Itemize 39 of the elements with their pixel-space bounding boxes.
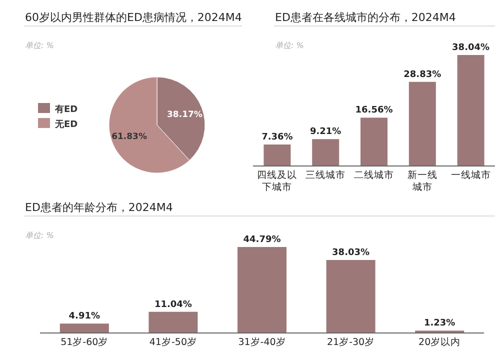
bar	[60, 324, 109, 333]
bar	[264, 144, 291, 166]
data-label: 38.17%	[167, 110, 203, 120]
data-label: 16.56%	[355, 106, 393, 116]
x-tick-label: 20岁以内	[418, 336, 461, 348]
data-label: 38.04%	[452, 43, 490, 53]
data-label: 9.21%	[310, 127, 342, 138]
x-tick-label: 31岁-40岁	[238, 336, 286, 348]
chart-title: ED患者的年龄分布，2024M4	[25, 201, 173, 214]
bar	[408, 82, 436, 166]
data-label: 61.83%	[112, 132, 148, 142]
text: 单位: %	[275, 41, 304, 50]
chart-title: 60岁以内男性群体的ED患病情况，2024M4	[25, 11, 242, 24]
bar	[312, 139, 340, 166]
x-tick-label: 21岁-30岁	[326, 336, 375, 348]
x-tick-label: 二线城市	[354, 169, 394, 181]
bar	[238, 247, 286, 333]
data-label: 4.91%	[68, 312, 100, 322]
bar	[326, 260, 376, 333]
data-label: 1.23%	[424, 318, 456, 329]
bar	[148, 312, 198, 333]
text: 单位: %	[25, 41, 54, 50]
data-label: 7.36%	[262, 132, 293, 143]
chart-title: ED患者在各线城市的分布，2024M4	[275, 11, 456, 24]
legend-label: 无ED	[54, 119, 78, 130]
data-label: 38.03%	[332, 248, 370, 258]
x-tick-label: 新一线城市	[407, 169, 438, 193]
x-tick-label: 四线及以下城市	[257, 169, 298, 193]
x-tick-label: 41岁-50岁	[149, 336, 198, 348]
legend-label: 有ED	[54, 104, 78, 115]
text: 单位: %	[25, 231, 54, 240]
bar	[457, 55, 484, 166]
x-tick-label: 三线城市	[306, 169, 346, 181]
data-label: 11.04%	[154, 300, 192, 310]
bar	[360, 118, 388, 166]
data-label: 44.79%	[243, 235, 281, 245]
x-tick-label: 51岁-60岁	[60, 336, 108, 348]
x-tick-label: 一线城市	[450, 169, 491, 181]
data-label: 28.83%	[404, 70, 442, 80]
